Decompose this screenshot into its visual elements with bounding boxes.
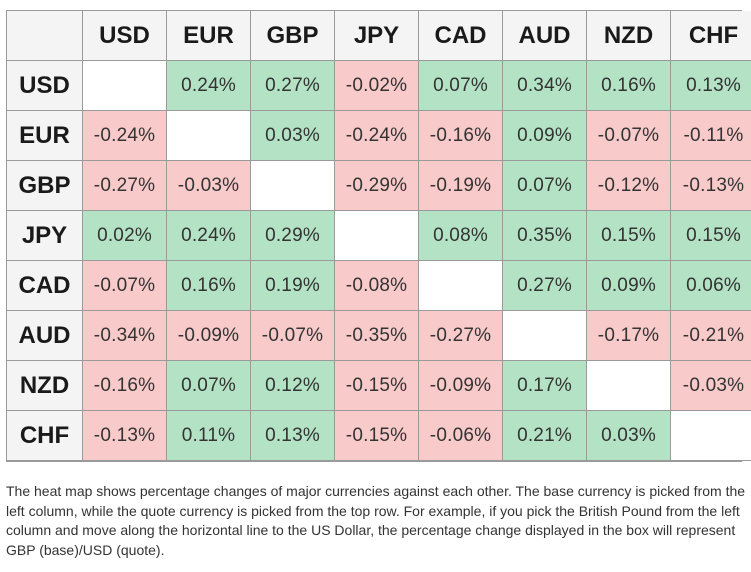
heatmap-grid: USD EUR GBP JPY CAD AUD NZD CHF USD 0.24% 0.27% -0.… — [7, 11, 751, 461]
heatmap-cell-gbp-gbp — [251, 161, 335, 211]
heatmap-cell-jpy-gbp: 0.29% — [251, 211, 335, 261]
heatmap-cell-aud-gbp: -0.07% — [251, 311, 335, 361]
heatmap-cell-jpy-cad: 0.08% — [419, 211, 503, 261]
heatmap-cell-eur-nzd: -0.07% — [587, 111, 671, 161]
heatmap-cell-aud-jpy: -0.35% — [335, 311, 419, 361]
heatmap-cell-gbp-nzd: -0.12% — [587, 161, 671, 211]
column-header-jpy: JPY — [335, 11, 419, 61]
row-header-aud: AUD — [7, 311, 83, 361]
heatmap-cell-usd-eur: 0.24% — [167, 61, 251, 111]
heatmap-cell-cad-chf: 0.06% — [671, 261, 751, 311]
heatmap-cell-aud-chf: -0.21% — [671, 311, 751, 361]
heatmap-cell-eur-eur — [167, 111, 251, 161]
heatmap-cell-eur-cad: -0.16% — [419, 111, 503, 161]
heatmap-cell-nzd-jpy: -0.15% — [335, 361, 419, 411]
heatmap-cell-jpy-jpy — [335, 211, 419, 261]
row-header-nzd: NZD — [7, 361, 83, 411]
heatmap-cell-nzd-aud: 0.17% — [503, 361, 587, 411]
heatmap-cell-chf-eur: 0.11% — [167, 411, 251, 461]
heatmap-cell-aud-eur: -0.09% — [167, 311, 251, 361]
heatmap-cell-gbp-aud: 0.07% — [503, 161, 587, 211]
heatmap-cell-aud-usd: -0.34% — [83, 311, 167, 361]
heatmap-cell-eur-aud: 0.09% — [503, 111, 587, 161]
row-header-gbp: GBP — [7, 161, 83, 211]
heatmap-cell-jpy-eur: 0.24% — [167, 211, 251, 261]
currency-heatmap: USD EUR GBP JPY CAD AUD NZD CHF USD 0.24% 0.27% -0.… — [6, 10, 751, 462]
heatmap-cell-jpy-aud: 0.35% — [503, 211, 587, 261]
heatmap-cell-eur-jpy: -0.24% — [335, 111, 419, 161]
heatmap-cell-usd-nzd: 0.16% — [587, 61, 671, 111]
column-header-aud: AUD — [503, 11, 587, 61]
heatmap-cell-chf-chf — [671, 411, 751, 461]
heatmap-cell-nzd-gbp: 0.12% — [251, 361, 335, 411]
column-header-nzd: NZD — [587, 11, 671, 61]
column-header-cad: CAD — [419, 11, 503, 61]
heatmap-cell-cad-nzd: 0.09% — [587, 261, 671, 311]
heatmap-cell-chf-aud: 0.21% — [503, 411, 587, 461]
heatmap-cell-gbp-cad: -0.19% — [419, 161, 503, 211]
heatmap-cell-usd-gbp: 0.27% — [251, 61, 335, 111]
heatmap-cell-gbp-chf: -0.13% — [671, 161, 751, 211]
heatmap-cell-cad-jpy: -0.08% — [335, 261, 419, 311]
heatmap-cell-eur-gbp: 0.03% — [251, 111, 335, 161]
heatmap-cell-chf-nzd: 0.03% — [587, 411, 671, 461]
heatmap-cell-gbp-eur: -0.03% — [167, 161, 251, 211]
heatmap-cell-jpy-nzd: 0.15% — [587, 211, 671, 261]
heatmap-cell-gbp-usd: -0.27% — [83, 161, 167, 211]
heatmap-cell-usd-usd — [83, 61, 167, 111]
row-header-chf: CHF — [7, 411, 83, 461]
heatmap-cell-usd-jpy: -0.02% — [335, 61, 419, 111]
column-header-chf: CHF — [671, 11, 751, 61]
heatmap-cell-nzd-nzd — [587, 361, 671, 411]
heatmap-cell-cad-usd: -0.07% — [83, 261, 167, 311]
column-header-eur: EUR — [167, 11, 251, 61]
row-header-eur: EUR — [7, 111, 83, 161]
heatmap-cell-chf-jpy: -0.15% — [335, 411, 419, 461]
heatmap-cell-jpy-chf: 0.15% — [671, 211, 751, 261]
heatmap-cell-cad-eur: 0.16% — [167, 261, 251, 311]
row-header-usd: USD — [7, 61, 83, 111]
heatmap-caption: The heat map shows percentage changes of… — [6, 483, 746, 558]
heatmap-cell-cad-cad — [419, 261, 503, 311]
row-header-cad: CAD — [7, 261, 83, 311]
heatmap-corner — [7, 11, 83, 61]
heatmap-cell-jpy-usd: 0.02% — [83, 211, 167, 261]
heatmap-cell-usd-cad: 0.07% — [419, 61, 503, 111]
heatmap-cell-chf-usd: -0.13% — [83, 411, 167, 461]
heatmap-cell-usd-aud: 0.34% — [503, 61, 587, 111]
heatmap-cell-nzd-usd: -0.16% — [83, 361, 167, 411]
heatmap-cell-usd-chf: 0.13% — [671, 61, 751, 111]
heatmap-cell-chf-cad: -0.06% — [419, 411, 503, 461]
heatmap-cell-aud-cad: -0.27% — [419, 311, 503, 361]
row-header-jpy: JPY — [7, 211, 83, 261]
heatmap-cell-nzd-cad: -0.09% — [419, 361, 503, 411]
heatmap-cell-cad-gbp: 0.19% — [251, 261, 335, 311]
heatmap-cell-nzd-chf: -0.03% — [671, 361, 751, 411]
column-header-usd: USD — [83, 11, 167, 61]
heatmap-cell-eur-chf: -0.11% — [671, 111, 751, 161]
heatmap-cell-aud-aud — [503, 311, 587, 361]
heatmap-cell-cad-aud: 0.27% — [503, 261, 587, 311]
heatmap-cell-gbp-jpy: -0.29% — [335, 161, 419, 211]
column-header-gbp: GBP — [251, 11, 335, 61]
heatmap-cell-nzd-eur: 0.07% — [167, 361, 251, 411]
heatmap-cell-chf-gbp: 0.13% — [251, 411, 335, 461]
heatmap-cell-aud-nzd: -0.17% — [587, 311, 671, 361]
heatmap-cell-eur-usd: -0.24% — [83, 111, 167, 161]
